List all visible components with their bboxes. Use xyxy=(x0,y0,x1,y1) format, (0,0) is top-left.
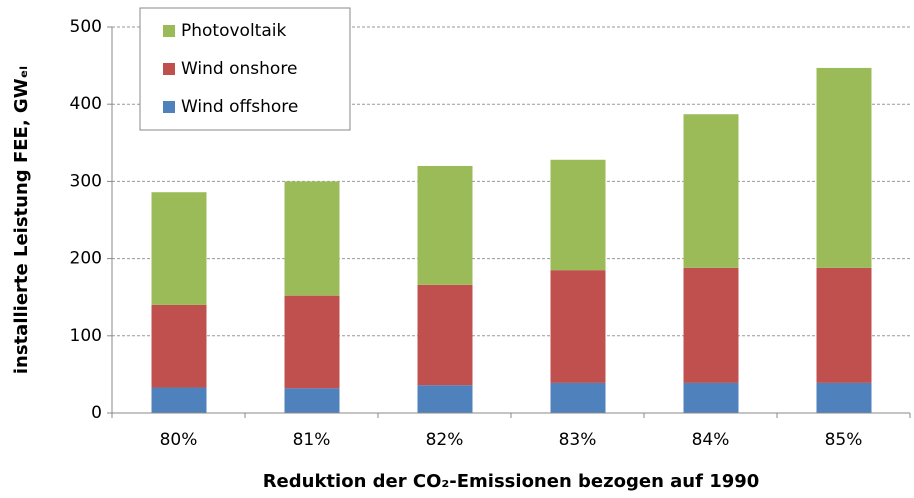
bar-segment xyxy=(151,304,207,388)
bar-segment xyxy=(417,284,473,386)
y-axis-title: installierte Leistung FEE, GWₑₗ xyxy=(11,66,32,374)
legend-swatch xyxy=(163,25,175,37)
bar-segment xyxy=(816,267,872,383)
y-tick-label: 200 xyxy=(70,249,102,269)
bar-segment xyxy=(151,387,207,413)
x-tick-label: 80% xyxy=(160,430,198,450)
y-tick-label: 300 xyxy=(70,171,102,191)
x-tick-label: 85% xyxy=(825,430,863,450)
y-tick-label: 400 xyxy=(70,94,102,114)
bar-segment xyxy=(550,270,606,383)
x-tick-label: 81% xyxy=(293,430,331,450)
bar-segment xyxy=(683,382,739,413)
x-tick-label: 84% xyxy=(692,430,730,450)
bar-segment xyxy=(417,385,473,413)
y-tick-label: 100 xyxy=(70,326,102,346)
bar-segment xyxy=(816,382,872,413)
legend-label: Wind offshore xyxy=(181,97,298,117)
legend-swatch xyxy=(163,101,175,113)
bar-segment xyxy=(284,388,340,413)
x-tick-label: 82% xyxy=(426,430,464,450)
y-tick-label: 0 xyxy=(91,403,102,423)
x-tick-label: 83% xyxy=(559,430,597,450)
bar-segment xyxy=(284,295,340,389)
bar-segment xyxy=(417,165,473,285)
bar-segment xyxy=(683,114,739,268)
bar-segment xyxy=(816,67,872,268)
x-axis-title: Reduktion der CO₂-Emissionen bezogen auf… xyxy=(263,471,760,492)
bar-segment xyxy=(151,192,207,305)
bar-segment xyxy=(550,382,606,413)
y-tick-label: 500 xyxy=(70,17,102,37)
legend-label: Wind onshore xyxy=(181,59,297,79)
legend-swatch xyxy=(163,63,175,75)
bar-segment xyxy=(284,181,340,296)
legend-label: Photovoltaik xyxy=(181,21,286,41)
bar-segment xyxy=(683,267,739,383)
bar-segment xyxy=(550,159,606,271)
